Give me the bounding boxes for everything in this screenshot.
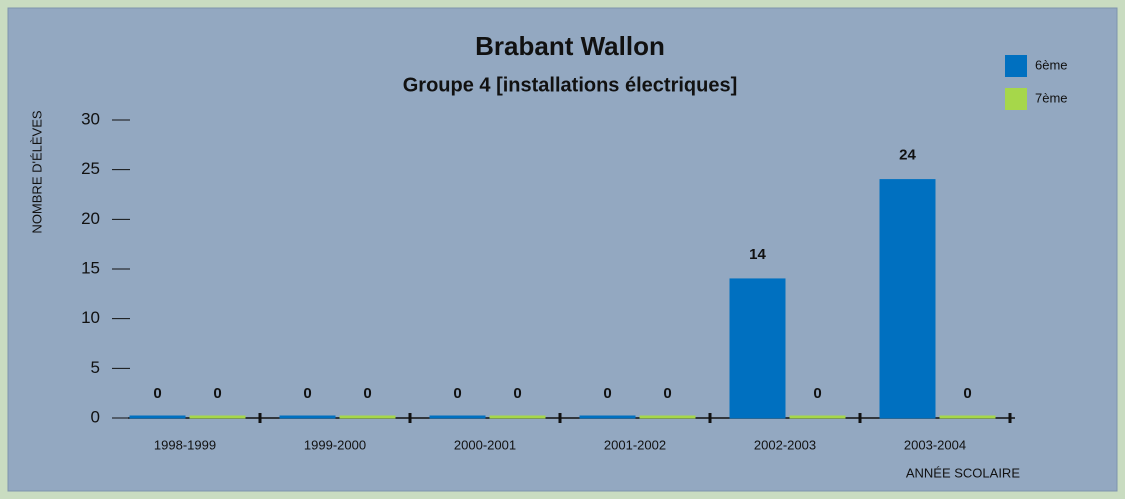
bar <box>189 415 246 419</box>
value-label: 0 <box>453 385 461 402</box>
bar <box>579 415 636 419</box>
y-tick-label: 15 <box>81 258 100 277</box>
y-axis-label: NOMBRE D'ÉLÈVES <box>29 110 44 233</box>
y-tick-label: 5 <box>91 358 100 377</box>
x-tick-label: 2001-2002 <box>604 437 666 452</box>
legend-label: 7ème <box>1035 90 1068 105</box>
bar <box>489 415 546 419</box>
bar <box>129 415 186 419</box>
y-tick-label: 20 <box>81 209 100 228</box>
x-tick-label: 2002-2003 <box>754 437 816 452</box>
bar <box>639 415 696 419</box>
legend-swatch <box>1005 88 1027 110</box>
chart-title: Brabant Wallon <box>475 31 665 61</box>
x-tick-label: 2000-2001 <box>454 437 516 452</box>
x-tick-label: 1998-1999 <box>154 437 216 452</box>
x-tick-label: 1999-2000 <box>304 437 366 452</box>
y-tick-label: 0 <box>91 407 100 426</box>
value-label: 14 <box>749 246 766 263</box>
x-tick-label: 2003-2004 <box>904 437 966 452</box>
bar <box>879 179 936 419</box>
value-label: 0 <box>813 385 821 402</box>
chart-subtitle: Groupe 4 [installations électriques] <box>403 74 738 96</box>
legend-swatch <box>1005 55 1027 77</box>
y-tick-label: 30 <box>81 109 100 128</box>
x-axis-label: ANNÉE SCOLAIRE <box>906 465 1020 480</box>
bar <box>789 415 846 419</box>
y-tick-label: 25 <box>81 159 100 178</box>
bar <box>279 415 336 419</box>
value-label: 0 <box>213 385 221 402</box>
bar <box>339 415 396 419</box>
value-label: 0 <box>963 385 971 402</box>
legend-label: 6ème <box>1035 57 1068 72</box>
bar <box>939 415 996 419</box>
bar <box>729 278 786 419</box>
value-label: 0 <box>513 385 521 402</box>
bar <box>429 415 486 419</box>
value-label: 0 <box>363 385 371 402</box>
value-label: 0 <box>303 385 311 402</box>
value-label: 24 <box>899 147 916 164</box>
value-label: 0 <box>153 385 161 402</box>
y-tick-label: 10 <box>81 308 100 327</box>
value-label: 0 <box>663 385 671 402</box>
value-label: 0 <box>603 385 611 402</box>
